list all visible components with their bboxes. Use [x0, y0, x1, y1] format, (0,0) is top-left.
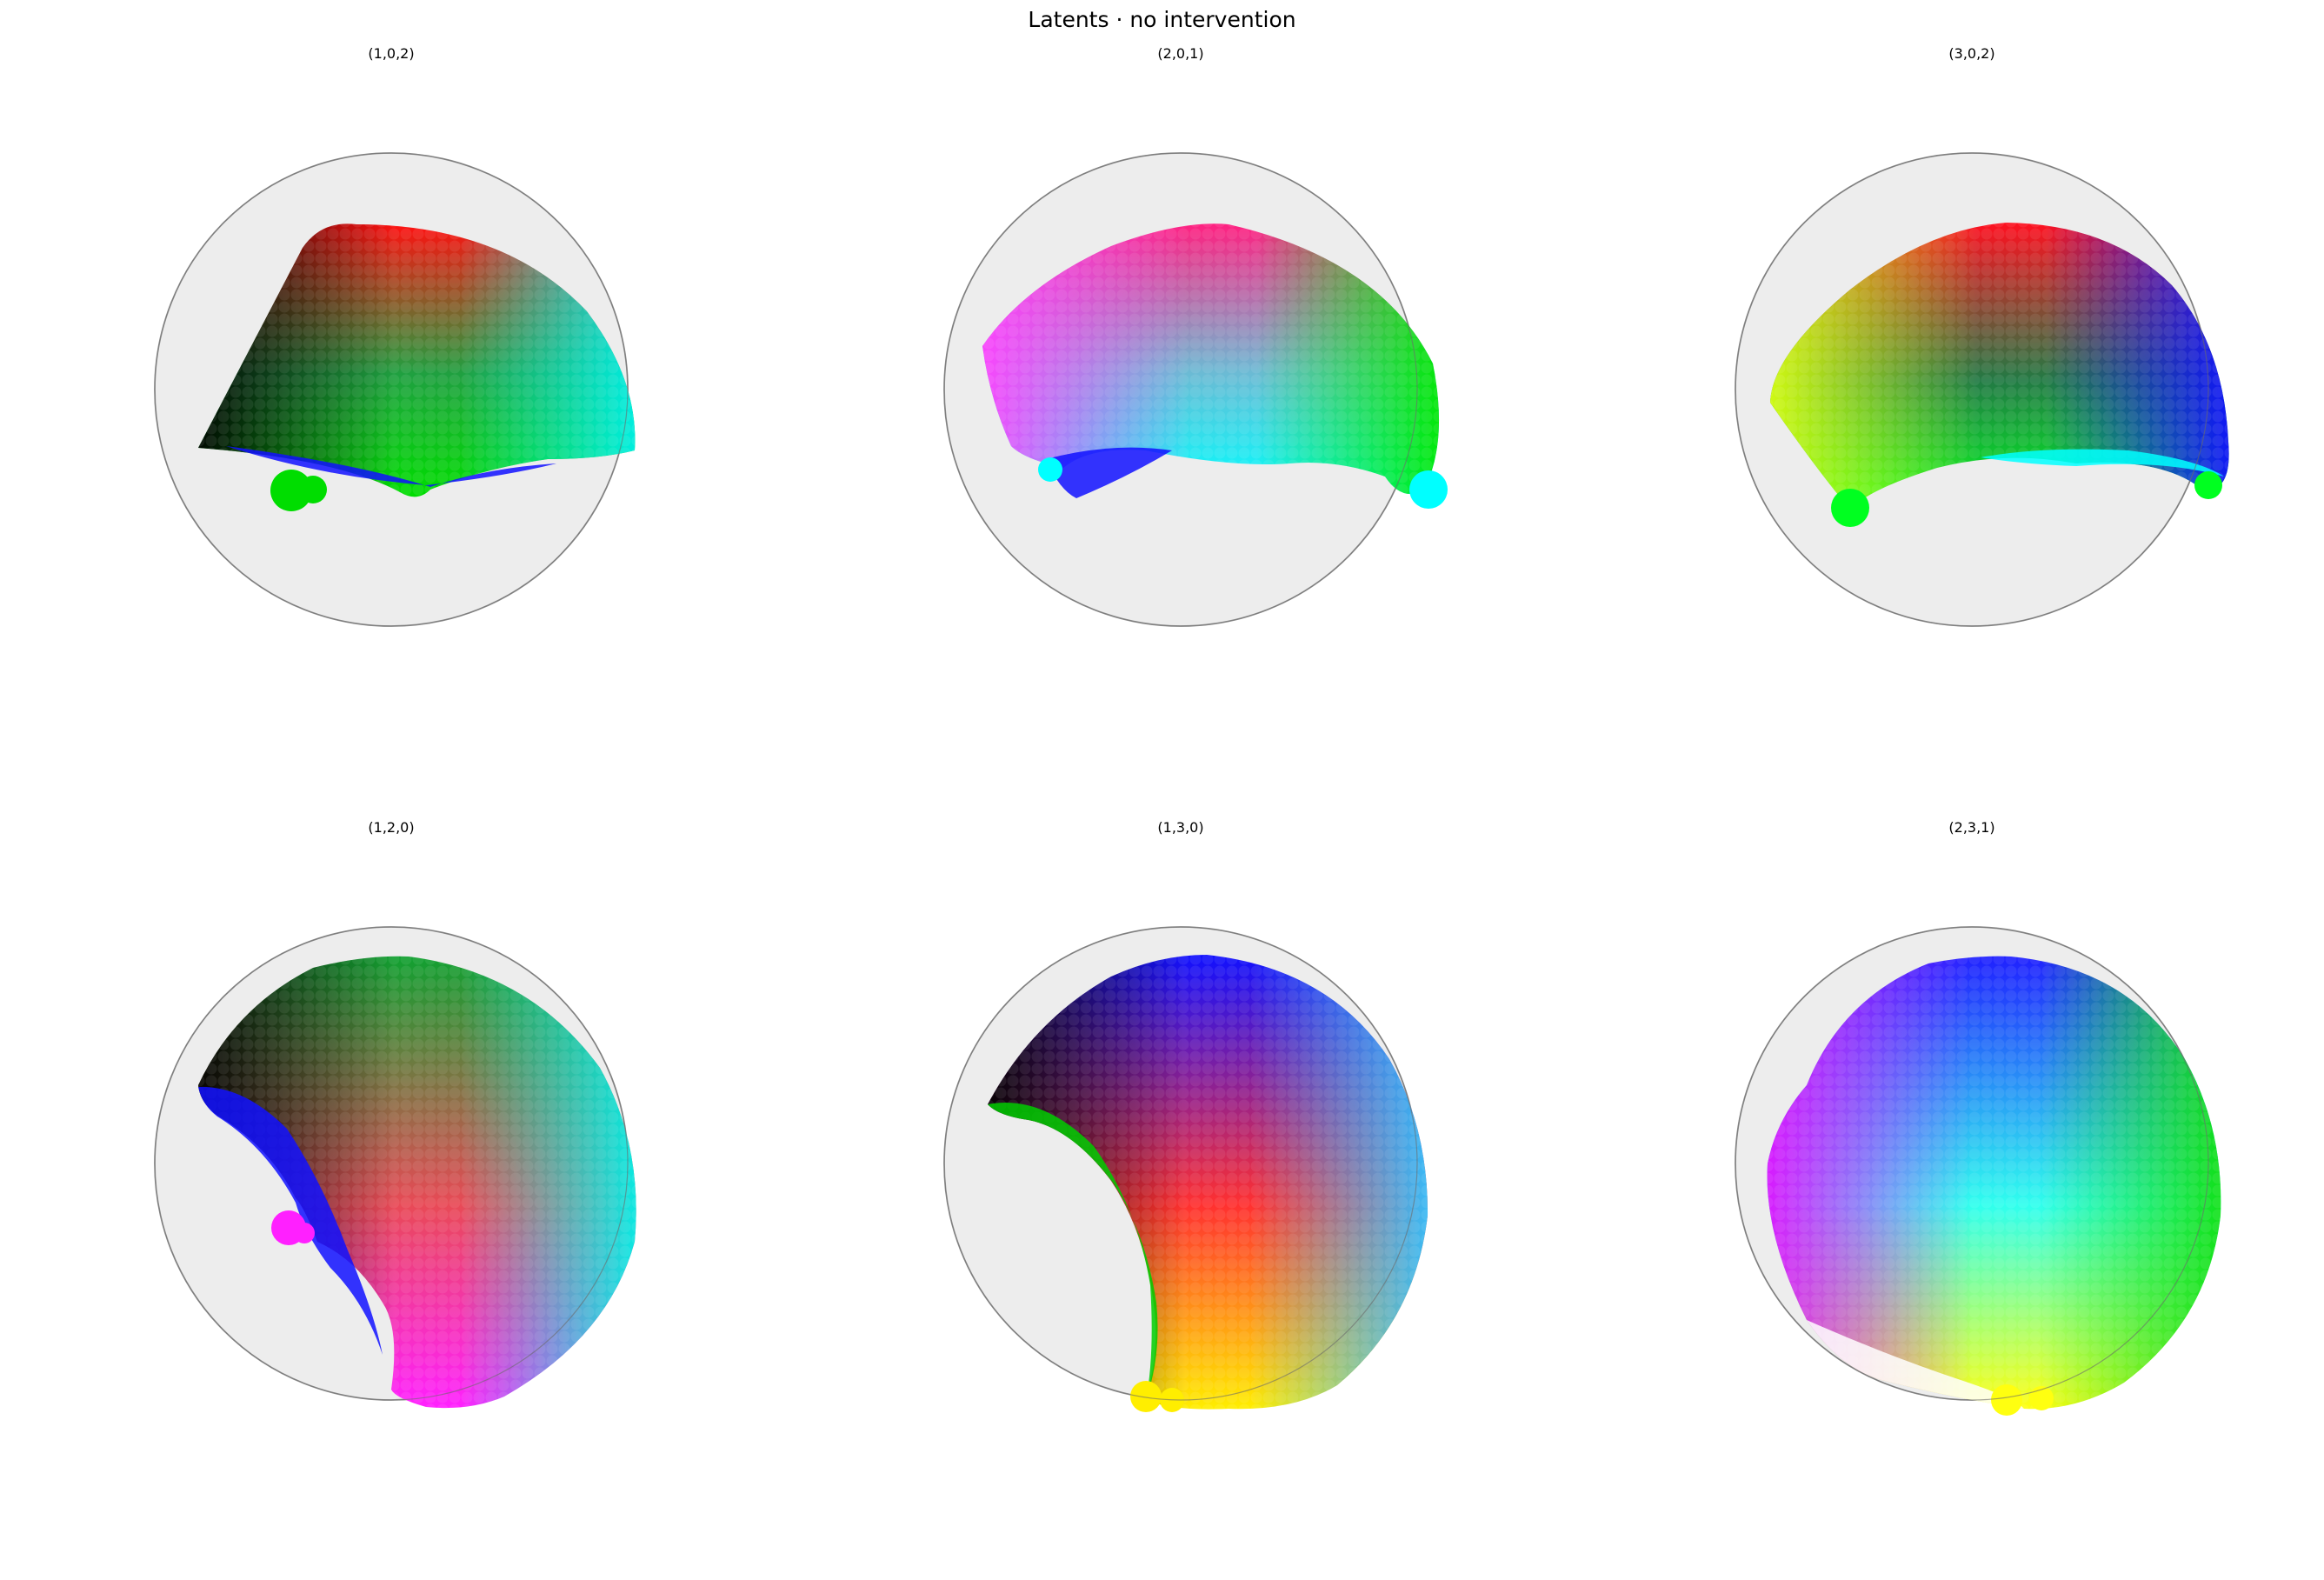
latent-point-texture — [1767, 956, 2221, 1410]
latent-point-texture — [982, 223, 1440, 494]
panel-5: (1,3,0) — [885, 816, 1476, 1459]
panel-title: (1,2,0) — [368, 819, 415, 836]
latent-band — [1046, 447, 1172, 498]
sphere-outline — [943, 152, 1418, 627]
latent-point-cluster — [270, 470, 312, 511]
panel-3: (3,0,2) — [1676, 42, 2267, 685]
latent-point-cluster — [2029, 1386, 2054, 1410]
latent-point-cluster — [1409, 470, 1448, 509]
panel-title: (1,0,2) — [368, 45, 415, 62]
sphere-projection-plot — [943, 152, 1448, 627]
sphere-outline — [154, 152, 629, 627]
panel-2: (2,0,1) — [885, 42, 1476, 685]
latent-point-texture — [198, 223, 636, 497]
panel-1: (1,0,2) — [96, 42, 687, 685]
panel-title: (2,0,1) — [1157, 45, 1204, 62]
latent-point-texture — [988, 955, 1428, 1410]
latent-band — [1981, 449, 2224, 477]
panel-4: (1,2,0) — [96, 816, 687, 1459]
latent-point-cluster — [299, 476, 327, 503]
panel-title: (1,3,0) — [1157, 819, 1204, 836]
panel-title: (3,0,2) — [1948, 45, 1995, 62]
sphere-projection-plot — [154, 926, 636, 1409]
latent-point-cluster — [1038, 457, 1062, 482]
latent-point-cluster — [1831, 489, 1869, 527]
figure-title: Latents · no intervention — [1028, 7, 1296, 32]
sphere-projection-plot — [154, 152, 636, 627]
sphere-projection-plot — [943, 926, 1428, 1412]
sphere-projection-plot — [1735, 152, 2229, 627]
latent-band — [226, 446, 556, 487]
latent-band — [198, 1086, 383, 1355]
latent-point-cluster — [1130, 1381, 1162, 1412]
sphere-outline — [1735, 152, 2209, 627]
sphere-outline — [943, 926, 1418, 1401]
sphere-projection-plot — [1735, 926, 2221, 1416]
sphere-outline — [154, 926, 629, 1401]
latent-point-texture — [1770, 223, 2229, 510]
sphere-outline — [1735, 926, 2209, 1401]
panel-6: (2,3,1) — [1676, 816, 2267, 1459]
latent-point-cluster — [1991, 1384, 2022, 1416]
latent-point-cluster — [2194, 471, 2222, 499]
latent-point-texture — [198, 956, 636, 1409]
panel-title: (2,3,1) — [1948, 819, 1995, 836]
latent-point-cluster — [294, 1223, 315, 1243]
latent-band — [1807, 1320, 2024, 1409]
